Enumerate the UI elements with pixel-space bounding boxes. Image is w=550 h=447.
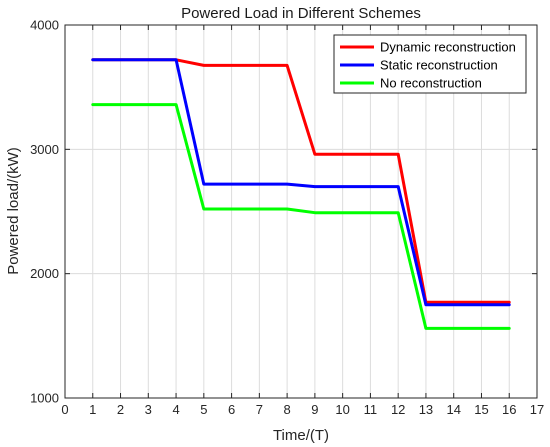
x-tick-label: 1 [89, 402, 96, 417]
x-tick-label: 10 [335, 402, 349, 417]
y-axis-ticks: 1000 2000 3000 4000 [30, 18, 537, 406]
x-tick-label: 12 [391, 402, 405, 417]
legend-label: Dynamic reconstruction [380, 40, 516, 55]
x-tick-label: 17 [530, 402, 544, 417]
x-tick-label: 16 [502, 402, 516, 417]
x-tick-label: 0 [61, 402, 68, 417]
y-tick-label: 1000 [30, 391, 59, 406]
x-tick-label: 14 [446, 402, 460, 417]
x-axis-ticks: 0 1 2 3 4 5 6 7 8 9 10 11 12 13 14 15 16 17 [61, 25, 544, 417]
x-tick-label: 15 [474, 402, 488, 417]
x-tick-label: 9 [311, 402, 318, 417]
x-tick-label: 8 [284, 402, 291, 417]
x-tick-label: 5 [200, 402, 207, 417]
series-lines [91, 58, 511, 330]
x-axis-label: Time/(T) [273, 427, 329, 444]
x-tick-label: 7 [256, 402, 263, 417]
x-tick-label: 3 [145, 402, 152, 417]
x-tick-label: 13 [419, 402, 433, 417]
y-tick-label: 4000 [30, 18, 59, 33]
x-tick-label: 11 [364, 402, 378, 417]
legend: Dynamic reconstruction Static reconstruct… [333, 34, 527, 94]
legend-label: No reconstruction [380, 76, 482, 91]
x-tick-label: 2 [117, 402, 124, 417]
series-line-1 [91, 58, 511, 307]
chart-title: Powered Load in Different Schemes [181, 5, 421, 22]
x-tick-label: 6 [228, 402, 235, 417]
y-tick-label: 2000 [30, 266, 59, 281]
series-line-2 [91, 103, 511, 330]
y-axis-label: Powered load/(kW) [5, 147, 22, 275]
legend-label: Static reconstruction [380, 58, 498, 73]
x-tick-label: 4 [172, 402, 179, 417]
plot-frame [64, 24, 538, 399]
y-tick-label: 3000 [30, 142, 59, 157]
